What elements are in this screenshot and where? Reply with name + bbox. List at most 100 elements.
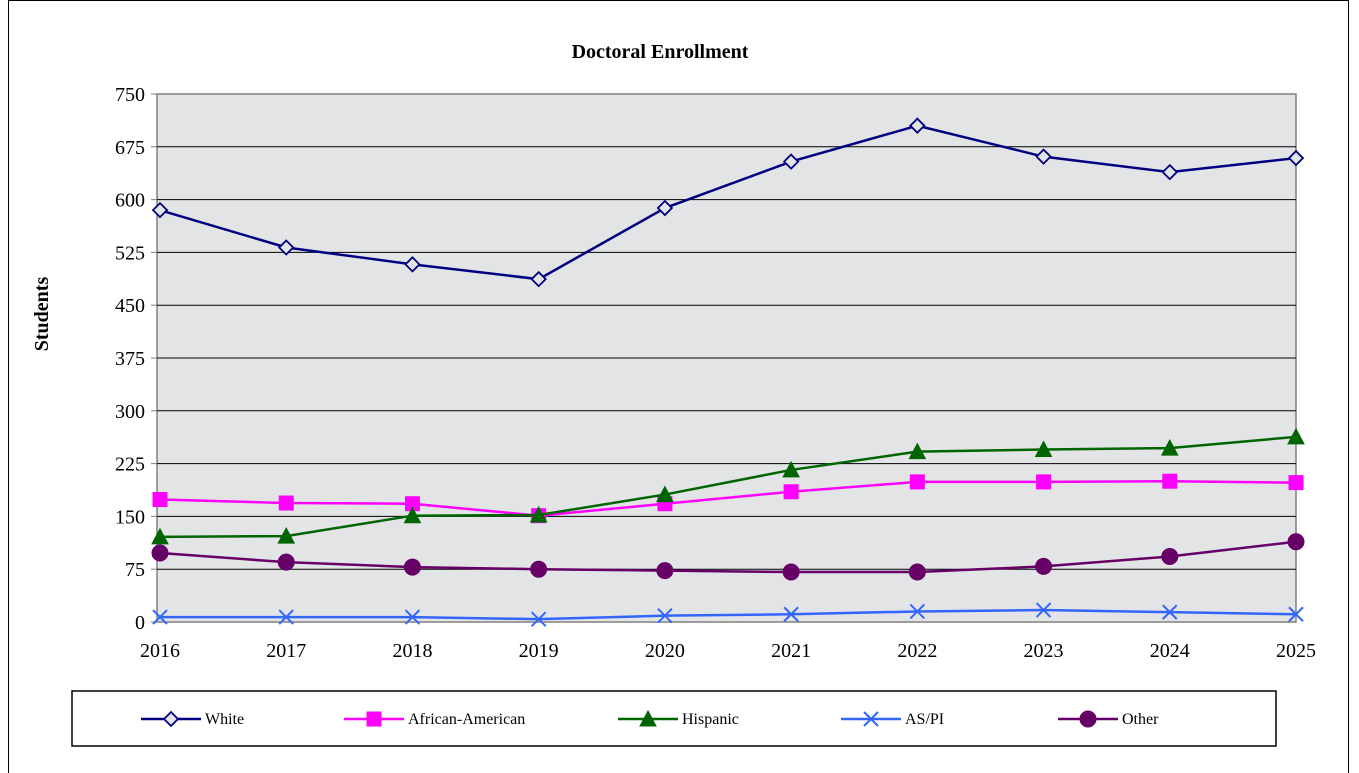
series-line [159, 435, 1297, 539]
data-point-stroke [530, 611, 547, 627]
data-point [656, 199, 674, 217]
data-point [151, 544, 169, 562]
data-point [278, 495, 294, 511]
series-as-pi [152, 602, 1304, 627]
data-point [908, 442, 927, 460]
legend-item: AS/PI [841, 711, 944, 728]
data-point-stroke [278, 609, 294, 625]
x-tick-label: 2017 [266, 640, 306, 662]
data-point [1287, 533, 1305, 551]
y-tick-label: 150 [115, 506, 145, 528]
series-line [160, 608, 1297, 621]
data-point-stroke [1162, 604, 1178, 620]
data-point [1035, 148, 1052, 165]
x-tick-label: 2019 [519, 640, 559, 662]
data-point [404, 609, 421, 625]
data-point [277, 553, 295, 571]
data-point [1079, 710, 1097, 728]
x-tick-label: 2020 [645, 640, 685, 662]
data-point-stroke [1035, 602, 1052, 618]
legend-label: AS/PI [905, 711, 944, 728]
data-point [530, 560, 548, 578]
data-point [909, 117, 926, 134]
data-point-stroke [783, 606, 799, 622]
data-point [277, 527, 296, 544]
x-tick-label: 2018 [392, 640, 432, 662]
y-tick-label: 75 [125, 559, 145, 581]
data-point-stroke [404, 609, 421, 625]
data-point [1287, 149, 1305, 167]
data-point [783, 484, 799, 500]
legend-label: Other [1122, 711, 1159, 728]
data-point [657, 607, 673, 624]
legend: White African-American Hispanic AS/PI Other [141, 709, 1159, 728]
data-point [1288, 475, 1304, 491]
data-point [152, 609, 168, 625]
data-point [366, 711, 382, 727]
x-tick-label: 2023 [1024, 640, 1064, 662]
data-point [909, 603, 926, 620]
x-tick-label: 2024 [1150, 640, 1190, 662]
data-point-stroke [1288, 606, 1304, 622]
legend-label: Hispanic [682, 711, 739, 728]
series-hispanic [151, 427, 1305, 545]
y-tick-label: 525 [115, 242, 145, 264]
x-axis-ticks: 2016 2017 2018 2019 2020 2021 2022 2023 2024 2025 [140, 640, 1316, 662]
chart-title: Doctoral Enrollment [572, 41, 749, 63]
data-point [530, 611, 547, 627]
data-point [1036, 474, 1052, 490]
x-tick-label: 2022 [897, 640, 937, 662]
series-white [151, 117, 1305, 288]
y-axis-ticks: 0 75 150 225 300 375 450 525 600 675 750 [115, 84, 145, 634]
data-point [151, 201, 169, 219]
x-tick-label: 2021 [771, 640, 811, 662]
data-point-stroke [909, 603, 926, 620]
data-point [530, 270, 547, 288]
data-point [403, 558, 421, 576]
series-group [151, 117, 1305, 627]
data-point [1162, 604, 1178, 620]
data-point [152, 492, 168, 508]
data-point [1161, 548, 1179, 566]
data-point [782, 563, 800, 581]
y-tick-label: 600 [115, 190, 145, 212]
data-point [529, 505, 548, 523]
y-tick-label: 225 [115, 454, 145, 476]
data-point [278, 609, 294, 625]
legend-item: Other [1058, 710, 1159, 728]
y-tick-label: 450 [115, 295, 145, 317]
data-point [908, 563, 926, 581]
chart-frame [8, 0, 1349, 773]
data-point [782, 460, 800, 478]
y-tick-label: 375 [115, 348, 145, 370]
y-tick-label: 300 [115, 401, 145, 423]
data-point [403, 506, 422, 524]
x-tick-label: 2025 [1276, 640, 1316, 662]
data-point-stroke [152, 609, 168, 625]
data-point-stroke [863, 711, 879, 727]
data-point-stroke [657, 607, 673, 624]
data-point [1287, 427, 1305, 445]
data-point [1161, 163, 1179, 181]
legend-item: African-American [344, 711, 525, 728]
data-point [639, 709, 657, 727]
series-line [159, 540, 1297, 574]
data-point [1162, 473, 1178, 489]
series-other [151, 533, 1305, 581]
series-line [159, 124, 1297, 281]
data-point [1034, 440, 1053, 458]
x-tick-label: 2016 [140, 640, 180, 662]
data-point [162, 710, 180, 728]
data-point [404, 256, 421, 273]
series-line [159, 479, 1297, 517]
data-point [151, 527, 169, 545]
legend-item: Hispanic [618, 709, 739, 728]
data-point [1288, 606, 1304, 622]
y-axis-label: Students [31, 277, 53, 352]
legend-label: African-American [408, 711, 525, 728]
legend-label: White [205, 711, 244, 728]
data-point [656, 485, 674, 503]
data-point [1035, 557, 1053, 575]
data-point [863, 711, 879, 727]
